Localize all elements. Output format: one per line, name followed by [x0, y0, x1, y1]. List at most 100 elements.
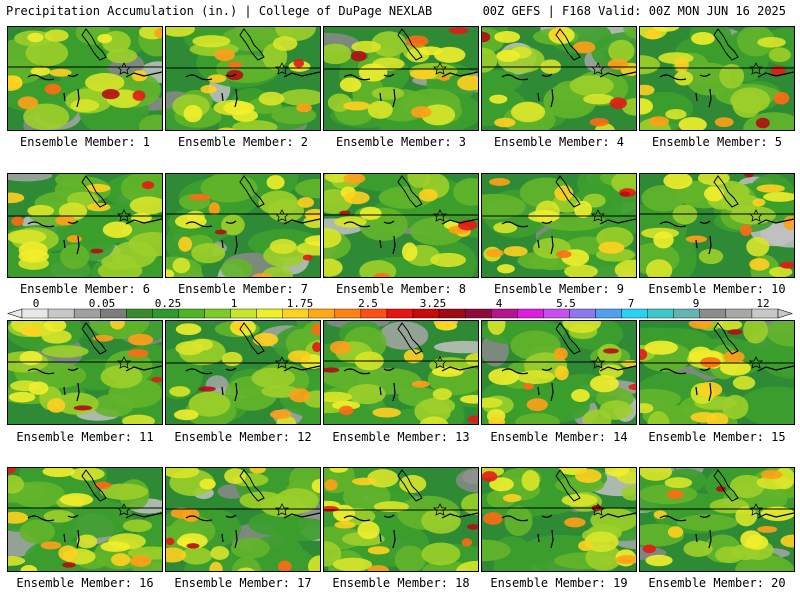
ensemble-member-label: Ensemble Member: 18: [332, 576, 470, 590]
model-run-info: 00Z GEFS | F168 Valid: 00Z MON JUN 16 20…: [482, 4, 786, 18]
ensemble-member-map: [323, 320, 479, 425]
ensemble-member-label: Ensemble Member: 10: [648, 282, 786, 296]
ensemble-member-label: Ensemble Member: 2: [177, 135, 309, 149]
colorbar-tick-label: 5.5: [556, 297, 576, 310]
precip-field: [482, 468, 636, 571]
ensemble-member-label: Ensemble Member: 8: [335, 282, 467, 296]
colorbar-tick-label: 4: [495, 297, 503, 310]
colorbar-tick-label: 12: [756, 297, 770, 310]
ensemble-member-map: [165, 467, 321, 572]
ensemble-member-label: Ensemble Member: 6: [19, 282, 151, 296]
precip-field: [324, 27, 478, 130]
precip-field: [640, 27, 794, 130]
colorbar-bin: [543, 308, 570, 319]
colorbar-bin: [73, 308, 101, 319]
ensemble-member-label: Ensemble Member: 7: [177, 282, 309, 296]
ensemble-member-label: Ensemble Member: 3: [335, 135, 467, 149]
colorbar-bin: [412, 308, 440, 319]
ensemble-member-label: Ensemble Member: 19: [490, 576, 628, 590]
colorbar-arrow-left: [7, 308, 23, 319]
colorbar-bin: [126, 308, 153, 319]
precip-field: [324, 468, 478, 571]
colorbar-bin: [491, 308, 518, 319]
colorbar-bin: [21, 308, 49, 319]
colorbar-bin: [464, 308, 492, 319]
precip-field: [482, 174, 636, 277]
ensemble-member-map: [7, 320, 163, 425]
colorbar-bin: [47, 308, 75, 319]
ensemble-member-label: Ensemble Member: 20: [648, 576, 786, 590]
precipitation-colorbar: [7, 308, 793, 319]
colorbar-tick-label: 0.05: [88, 297, 116, 310]
colorbar-tick-label: 1.75: [286, 297, 314, 310]
ensemble-member-map: [639, 26, 795, 131]
precip-field: [166, 27, 320, 130]
precip-field: [166, 174, 320, 277]
ensemble-member-map: [481, 26, 637, 131]
precip-field: [166, 468, 320, 571]
ensemble-member-map: [7, 173, 163, 278]
colorbar-bin: [751, 308, 779, 319]
precip-field: [324, 174, 478, 277]
ensemble-member-map: [481, 173, 637, 278]
colorbar-bin: [725, 308, 753, 319]
ensemble-member-map: [323, 173, 479, 278]
ensemble-member-map: [7, 467, 163, 572]
ensemble-member-map: [323, 26, 479, 131]
colorbar-bin: [673, 308, 700, 319]
colorbar-tick-label: 2.5: [358, 297, 378, 310]
ensemble-member-map: [165, 320, 321, 425]
colorbar-bin: [308, 308, 336, 319]
precip-field: [8, 174, 162, 277]
ensemble-member-label: Ensemble Member: 12: [174, 430, 312, 444]
colorbar-bin: [230, 308, 257, 319]
precip-field: [482, 321, 636, 424]
ensemble-member-label: Ensemble Member: 16: [16, 576, 154, 590]
colorbar-bin: [569, 308, 596, 319]
precip-field: [640, 321, 794, 424]
ensemble-member-map: [7, 26, 163, 131]
colorbar-bin: [517, 308, 544, 319]
ensemble-member-map: [323, 467, 479, 572]
ensemble-member-label: Ensemble Member: 15: [648, 430, 786, 444]
colorbar-arrow-right: [777, 308, 793, 319]
ensemble-member-label: Ensemble Member: 17: [174, 576, 312, 590]
ensemble-member-map: [165, 26, 321, 131]
colorbar-tick-label: 1: [230, 297, 238, 310]
colorbar-bin: [699, 308, 727, 319]
ensemble-member-map: [481, 467, 637, 572]
colorbar-bin: [438, 308, 466, 319]
ensemble-member-label: Ensemble Member: 11: [16, 430, 154, 444]
precip-field: [8, 321, 162, 424]
precip-field: [8, 27, 162, 130]
ensemble-member-map: [639, 467, 795, 572]
colorbar-bin: [360, 308, 388, 319]
precip-field: [640, 174, 794, 277]
colorbar-tick-label: 0: [32, 297, 40, 310]
ensemble-member-label: Ensemble Member: 14: [490, 430, 628, 444]
colorbar-bin: [282, 308, 309, 319]
precip-field: [8, 468, 162, 571]
colorbar-bin: [647, 308, 674, 319]
colorbar-bin: [595, 308, 622, 319]
precip-field: [324, 321, 478, 424]
colorbar-bin: [334, 308, 362, 319]
colorbar-tick-label: 3.25: [419, 297, 447, 310]
colorbar-bin: [621, 308, 648, 319]
precip-field: [482, 27, 636, 130]
ensemble-member-label: Ensemble Member: 13: [332, 430, 470, 444]
ensemble-member-map: [639, 320, 795, 425]
colorbar-bin: [204, 308, 231, 319]
colorbar-bin: [256, 308, 283, 319]
ensemble-member-label: Ensemble Member: 9: [493, 282, 625, 296]
ensemble-member-label: Ensemble Member: 4: [493, 135, 625, 149]
colorbar-bin: [152, 308, 179, 319]
colorbar-bin: [386, 308, 414, 319]
colorbar-bin: [100, 308, 127, 319]
ensemble-member-label: Ensemble Member: 1: [19, 135, 151, 149]
ensemble-member-map: [481, 320, 637, 425]
chart-title: Precipitation Accumulation (in.) | Colle…: [6, 4, 433, 18]
ensemble-member-label: Ensemble Member: 5: [651, 135, 783, 149]
colorbar-tick-label: 7: [627, 297, 635, 310]
precip-field: [640, 468, 794, 571]
